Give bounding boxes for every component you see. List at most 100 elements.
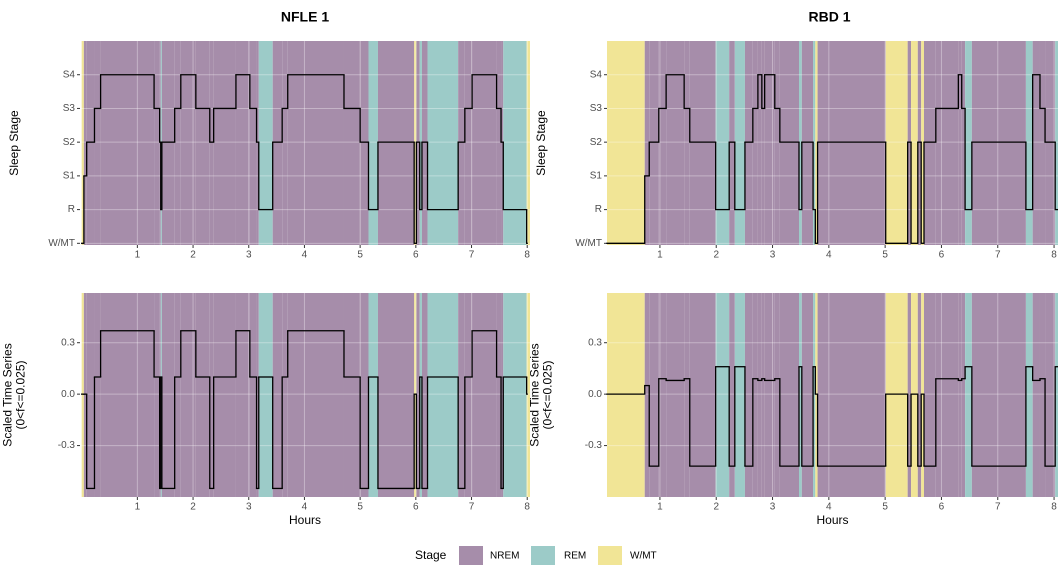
stage-band — [419, 293, 422, 497]
stage-band — [666, 293, 685, 497]
stage-band — [527, 293, 530, 497]
stage-band — [287, 293, 344, 497]
stage-band — [213, 41, 236, 245]
stage-band — [761, 293, 765, 497]
stage-band — [935, 41, 959, 245]
x-tick-label: 4 — [302, 250, 308, 261]
stage-band — [729, 293, 735, 497]
stage-band — [935, 293, 959, 497]
x-tick-label: 4 — [826, 250, 832, 261]
stage-band — [360, 41, 369, 245]
x-tick-label: 5 — [882, 502, 888, 513]
stage-band — [958, 41, 962, 245]
x-tick-label: 1 — [135, 502, 141, 513]
stage-band — [472, 293, 497, 497]
stage-band — [815, 293, 818, 497]
y-tick-label: W/MT — [48, 238, 75, 249]
stage-band — [81, 293, 84, 497]
stage-band — [801, 293, 814, 497]
x-tick-label: 8 — [524, 502, 530, 513]
stage-band — [195, 293, 210, 497]
stage-band — [174, 41, 181, 245]
stage-band — [649, 293, 659, 497]
stage-band — [272, 293, 283, 497]
stage-band — [414, 293, 417, 497]
stage-band — [764, 41, 775, 245]
panel: 1 2 3 4 5 6 7 8 W/MT R S1 S2 S3 S4 NFLE 1 Sleep Stage — [7, 9, 530, 261]
stage-band — [83, 293, 87, 497]
stage-band — [689, 41, 716, 245]
stage-band — [161, 293, 175, 497]
stage-band — [757, 293, 762, 497]
stage-band — [249, 41, 257, 245]
x-tick-label: 1 — [657, 250, 663, 261]
stage-band — [752, 293, 758, 497]
x-tick-label: 2 — [190, 250, 196, 261]
stage-band — [644, 41, 650, 245]
stage-band — [649, 41, 659, 245]
stage-band — [779, 293, 799, 497]
x-tick-label: 4 — [302, 502, 308, 513]
x-tick-label: 5 — [882, 250, 888, 261]
stage-band — [421, 293, 428, 497]
panel: 1 2 3 4 5 6 7 8 W/MT R S1 S2 S3 S4 RBD 1 Sleep Stage — [534, 9, 1058, 261]
stage-band — [496, 41, 502, 245]
y-tick-label: -0.3 — [585, 440, 603, 451]
stage-band — [715, 41, 730, 245]
y-tick-label: S3 — [590, 103, 603, 114]
stage-band — [94, 41, 101, 245]
x-tick-label: 1 — [135, 250, 141, 261]
stage-band — [1055, 293, 1058, 497]
stage-band — [817, 293, 886, 497]
stage-band — [774, 41, 780, 245]
y-tick-label: S1 — [63, 171, 76, 182]
y-axis-title: Scaled Time Series — [528, 343, 542, 446]
stage-band — [501, 293, 504, 497]
y-tick-label: W/MT — [575, 238, 602, 249]
stage-band — [421, 41, 428, 245]
stage-band — [526, 293, 528, 497]
stage-band — [86, 41, 95, 245]
y-tick-label: S2 — [590, 137, 603, 148]
y-tick-label: S3 — [63, 103, 76, 114]
y-tick-label: S1 — [590, 171, 603, 182]
stage-band — [209, 293, 214, 497]
stage-band — [779, 41, 799, 245]
stage-band — [757, 41, 762, 245]
y-tick-label: -0.3 — [58, 440, 76, 451]
stage-band — [501, 41, 504, 245]
stage-band — [684, 293, 690, 497]
stage-band — [377, 293, 415, 497]
stage-band — [368, 41, 378, 245]
stage-band — [235, 41, 250, 245]
stage-band — [368, 293, 378, 497]
stage-band — [503, 41, 527, 245]
stage-band — [885, 293, 908, 497]
stage-band — [729, 41, 735, 245]
stage-band — [472, 41, 497, 245]
stage-band — [744, 41, 753, 245]
stage-band — [83, 41, 87, 245]
stage-band — [503, 293, 527, 497]
stage-band — [658, 293, 667, 497]
x-tick-label: 2 — [713, 250, 719, 261]
stage-band — [813, 41, 816, 245]
stage-band — [464, 41, 473, 245]
x-tick-label: 6 — [939, 502, 945, 513]
legend-swatch — [459, 546, 483, 566]
stage-band — [282, 41, 288, 245]
stage-band — [496, 293, 502, 497]
panel: 1 2 3 4 5 6 7 8 -0.3 0.0 0.3 Hours Scaled Time Serie… — [1, 293, 530, 527]
stage-band — [817, 41, 886, 245]
panel-title: NFLE 1 — [281, 9, 329, 25]
stage-band — [1055, 41, 1058, 245]
stage-band — [1039, 293, 1046, 497]
stage-band — [684, 41, 690, 245]
y-tick-label: 0.0 — [588, 389, 602, 400]
stage-band — [458, 293, 465, 497]
stage-band — [715, 293, 730, 497]
panel-title: RBD 1 — [808, 9, 850, 25]
stage-band — [427, 41, 459, 245]
y-axis-title: (0<f<=0.025) — [14, 360, 28, 429]
